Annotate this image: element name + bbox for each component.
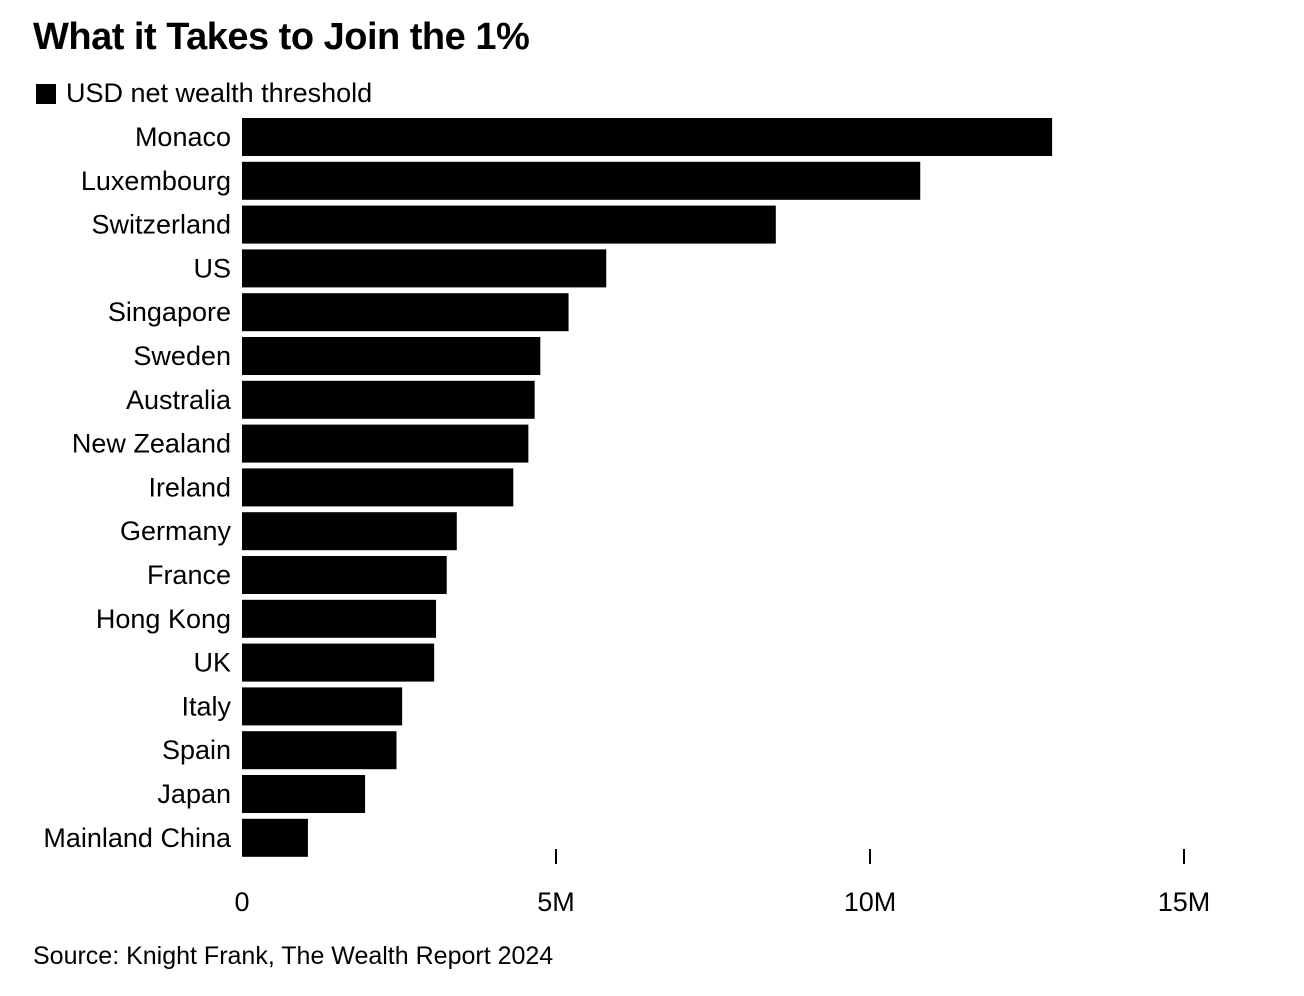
bar-hong-kong <box>242 599 437 638</box>
bar-us <box>242 249 607 288</box>
bar-new-zealand <box>242 424 529 463</box>
category-label: New Zealand <box>72 429 231 459</box>
bar-luxembourg <box>242 161 921 200</box>
category-label: Switzerland <box>91 210 231 240</box>
bar-mainland-china <box>242 818 308 857</box>
bar-france <box>242 556 447 594</box>
category-label: Ireland <box>148 472 231 502</box>
category-label: Monaco <box>135 122 231 152</box>
bar-ireland <box>242 468 514 507</box>
x-tick-label: 10M <box>844 887 897 917</box>
bar-uk <box>242 643 435 682</box>
bar-italy <box>242 687 403 726</box>
category-label: Germany <box>120 516 232 546</box>
x-tick-label: 5M <box>537 887 575 917</box>
bar-chart: Monaco Luxembourg Switzerland US Singapore Sw… <box>43 118 1211 917</box>
x-tick-label: 15M <box>1158 887 1211 917</box>
bar-singapore <box>242 293 569 332</box>
category-label: Spain <box>162 735 231 765</box>
page-title: What it Takes to Join the 1% <box>33 16 530 58</box>
category-label: Italy <box>181 691 231 721</box>
bar-spain <box>242 731 397 770</box>
bar-sweden <box>242 337 541 375</box>
bar-monaco <box>242 118 1053 156</box>
legend-swatch <box>36 83 56 104</box>
bar-germany <box>242 512 457 551</box>
category-label: Hong Kong <box>96 604 231 634</box>
bar-switzerland <box>242 205 776 244</box>
bar-australia <box>242 380 535 419</box>
category-label: Japan <box>157 779 231 809</box>
category-label: Australia <box>126 385 232 415</box>
category-label: Singapore <box>108 297 231 327</box>
category-label: France <box>147 560 231 590</box>
category-label: US <box>193 253 231 283</box>
category-label: Sweden <box>133 341 231 371</box>
category-label: Luxembourg <box>81 166 231 196</box>
legend-label: USD net wealth threshold <box>66 78 373 108</box>
category-label: UK <box>193 648 231 678</box>
legend: USD net wealth threshold <box>36 78 372 109</box>
source-note: Source: Knight Frank, The Wealth Report … <box>33 942 554 970</box>
category-label: Mainland China <box>43 823 232 853</box>
x-tick-label: 0 <box>234 887 249 917</box>
bar-japan <box>242 775 366 813</box>
